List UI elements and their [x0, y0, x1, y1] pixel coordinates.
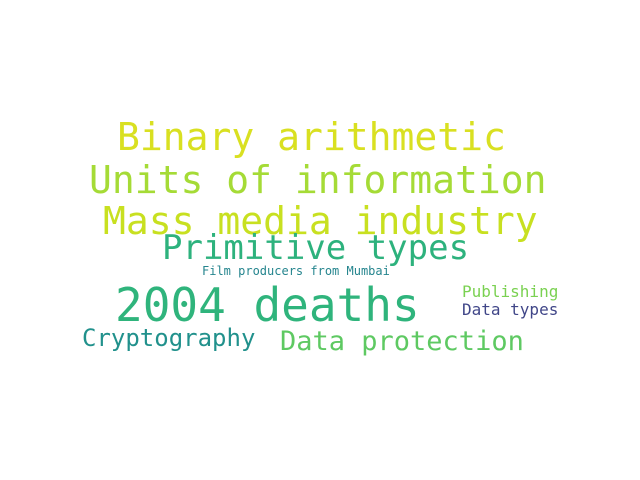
word-2004-deaths: 2004 deaths — [115, 278, 420, 332]
word-units-of-information: Units of information — [89, 158, 547, 202]
word-mass-media-industry: Mass media industry — [103, 199, 538, 243]
word-data-types: Data types — [462, 300, 559, 319]
word-film-producers-from-mumbai: Film producers from Mumbai — [202, 264, 390, 278]
word-data-protection: Data protection — [280, 326, 524, 357]
word-cryptography: Cryptography — [82, 324, 256, 352]
word-binary-arithmetic: Binary arithmetic — [117, 115, 506, 159]
word-publishing: Publishing — [462, 282, 559, 301]
word-primitive-types: Primitive types — [162, 228, 470, 268]
